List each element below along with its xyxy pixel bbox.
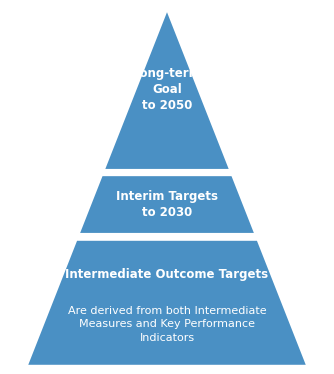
Polygon shape (77, 174, 257, 236)
Text: Long-term
Goal
to 2050: Long-term Goal to 2050 (133, 67, 201, 112)
Text: Are derived from both Intermediate
Measures and Key Performance
Indicators: Are derived from both Intermediate Measu… (68, 306, 266, 343)
Text: Intermediate Outcome Targets: Intermediate Outcome Targets (65, 267, 269, 280)
Polygon shape (103, 7, 231, 171)
Text: Interim Targets
to 2030: Interim Targets to 2030 (116, 190, 218, 220)
Polygon shape (26, 239, 308, 367)
